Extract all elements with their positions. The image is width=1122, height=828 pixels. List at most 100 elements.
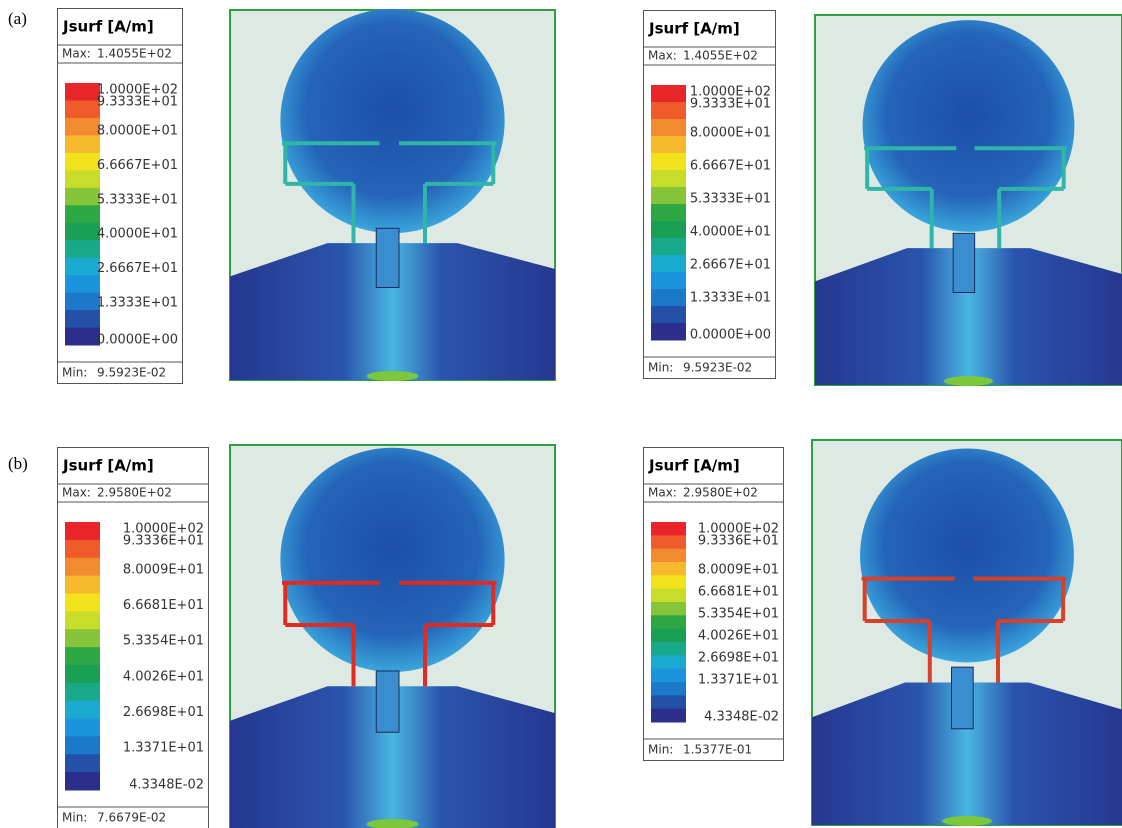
legend: Jsurf [A/m] Max: 1.4055E+02 Min: 9.5923E-02 1… <box>57 8 183 384</box>
scale-label: 9.3336E+01 <box>698 534 779 549</box>
color-band <box>65 754 100 773</box>
color-band <box>65 575 100 594</box>
color-band <box>65 83 100 101</box>
color-band <box>65 240 100 259</box>
color-band <box>65 736 100 755</box>
color-band <box>65 772 100 791</box>
legend: Jsurf [A/m] Max: 2.9580E+02 Min: 1.5377E-01 1… <box>643 447 784 761</box>
color-band <box>651 655 686 670</box>
scale-label: 2.6698E+01 <box>698 651 779 666</box>
color-band <box>65 117 100 136</box>
ground-plane <box>812 682 1122 825</box>
color-band <box>651 522 686 536</box>
scale-label: 1.0000E+02 <box>123 522 204 537</box>
color-band <box>651 170 686 188</box>
hotspot <box>943 376 994 386</box>
scale-label: 4.3348E-02 <box>129 778 204 793</box>
scale-label: 1.0000E+02 <box>690 85 771 100</box>
max-value: 2.9580E+02 <box>97 486 172 500</box>
scale-label: 5.3354E+01 <box>698 607 779 622</box>
scale-label: 8.0009E+01 <box>698 563 779 578</box>
color-band <box>651 615 686 630</box>
min-value: 7.6679E-02 <box>97 811 166 825</box>
color-band <box>65 257 100 276</box>
color-band <box>65 310 100 329</box>
scale-label: 1.0000E+02 <box>97 83 178 98</box>
scale-label: 9.3333E+01 <box>97 95 178 110</box>
max-value: 1.4055E+02 <box>683 49 758 63</box>
color-band <box>651 575 686 590</box>
legend-title: Jsurf [A/m] <box>62 18 154 36</box>
min-value: 9.5923E-02 <box>97 366 166 380</box>
current-plot <box>811 439 1122 826</box>
color-band <box>651 535 686 550</box>
color-band <box>65 205 100 224</box>
scale-label: 4.0000E+01 <box>97 227 178 242</box>
color-band <box>651 85 686 103</box>
scale-label: 1.3333E+01 <box>97 296 178 311</box>
color-band <box>651 272 686 290</box>
color-band <box>65 170 100 189</box>
current-plot <box>229 444 556 828</box>
color-band <box>65 522 100 541</box>
color-band <box>651 255 686 273</box>
color-band <box>651 642 686 656</box>
min-value: 1.5377E-01 <box>683 743 752 757</box>
color-band <box>65 222 100 241</box>
patch <box>280 447 505 673</box>
max-label: Max: <box>648 486 677 500</box>
color-band <box>65 152 100 171</box>
color-band <box>65 292 100 311</box>
color-band <box>65 700 100 720</box>
scale-label: 6.6667E+01 <box>97 158 178 173</box>
ground-plane <box>230 243 555 380</box>
feedline <box>952 232 976 294</box>
color-band <box>65 682 100 702</box>
patch <box>862 20 1075 232</box>
scale-label: 5.3333E+01 <box>690 192 771 207</box>
color-band <box>65 100 100 119</box>
scale-label: 0.0000E+00 <box>690 328 771 343</box>
color-band <box>651 153 686 171</box>
scale-label: 4.0026E+01 <box>123 669 204 684</box>
min-label: Min: <box>648 361 673 375</box>
max-label: Max: <box>648 49 677 63</box>
color-band <box>651 204 686 222</box>
color-band <box>65 557 100 577</box>
color-band <box>651 136 686 154</box>
hotspot <box>366 819 419 828</box>
scale-label: 2.6667E+01 <box>97 261 178 276</box>
color-band <box>65 593 100 612</box>
color-band <box>651 602 686 616</box>
color-band <box>65 135 100 154</box>
patch <box>860 448 1074 663</box>
max-value: 2.9580E+02 <box>683 486 758 500</box>
color-band <box>651 695 686 710</box>
color-band <box>651 187 686 205</box>
scale-label: 8.0009E+01 <box>123 563 204 578</box>
feedline <box>375 227 400 289</box>
color-band <box>651 289 686 307</box>
legend-title: Jsurf [A/m] <box>648 457 740 475</box>
scale-label: 2.6698E+01 <box>123 705 204 720</box>
feedline <box>951 666 974 730</box>
patch <box>280 8 505 234</box>
scale-label: 8.0000E+01 <box>97 124 178 139</box>
min-label: Min: <box>62 366 87 380</box>
scale-label: 4.0000E+01 <box>690 225 771 240</box>
color-band <box>65 275 100 294</box>
panel-label: (b) <box>8 454 28 473</box>
legend-title: Jsurf [A/m] <box>62 457 154 475</box>
min-label: Min: <box>648 743 673 757</box>
legend-title: Jsurf [A/m] <box>648 20 740 38</box>
color-band <box>65 327 100 346</box>
color-band <box>65 187 100 206</box>
max-label: Max: <box>62 486 91 500</box>
scale-label: 8.0000E+01 <box>690 126 771 141</box>
scale-label: 9.3336E+01 <box>123 534 204 549</box>
color-band <box>65 629 100 648</box>
panel-label: (a) <box>8 9 27 28</box>
legend: Jsurf [A/m] Max: 2.9580E+02 Min: 7.6679E-02 1… <box>57 447 209 828</box>
color-band <box>65 664 100 684</box>
